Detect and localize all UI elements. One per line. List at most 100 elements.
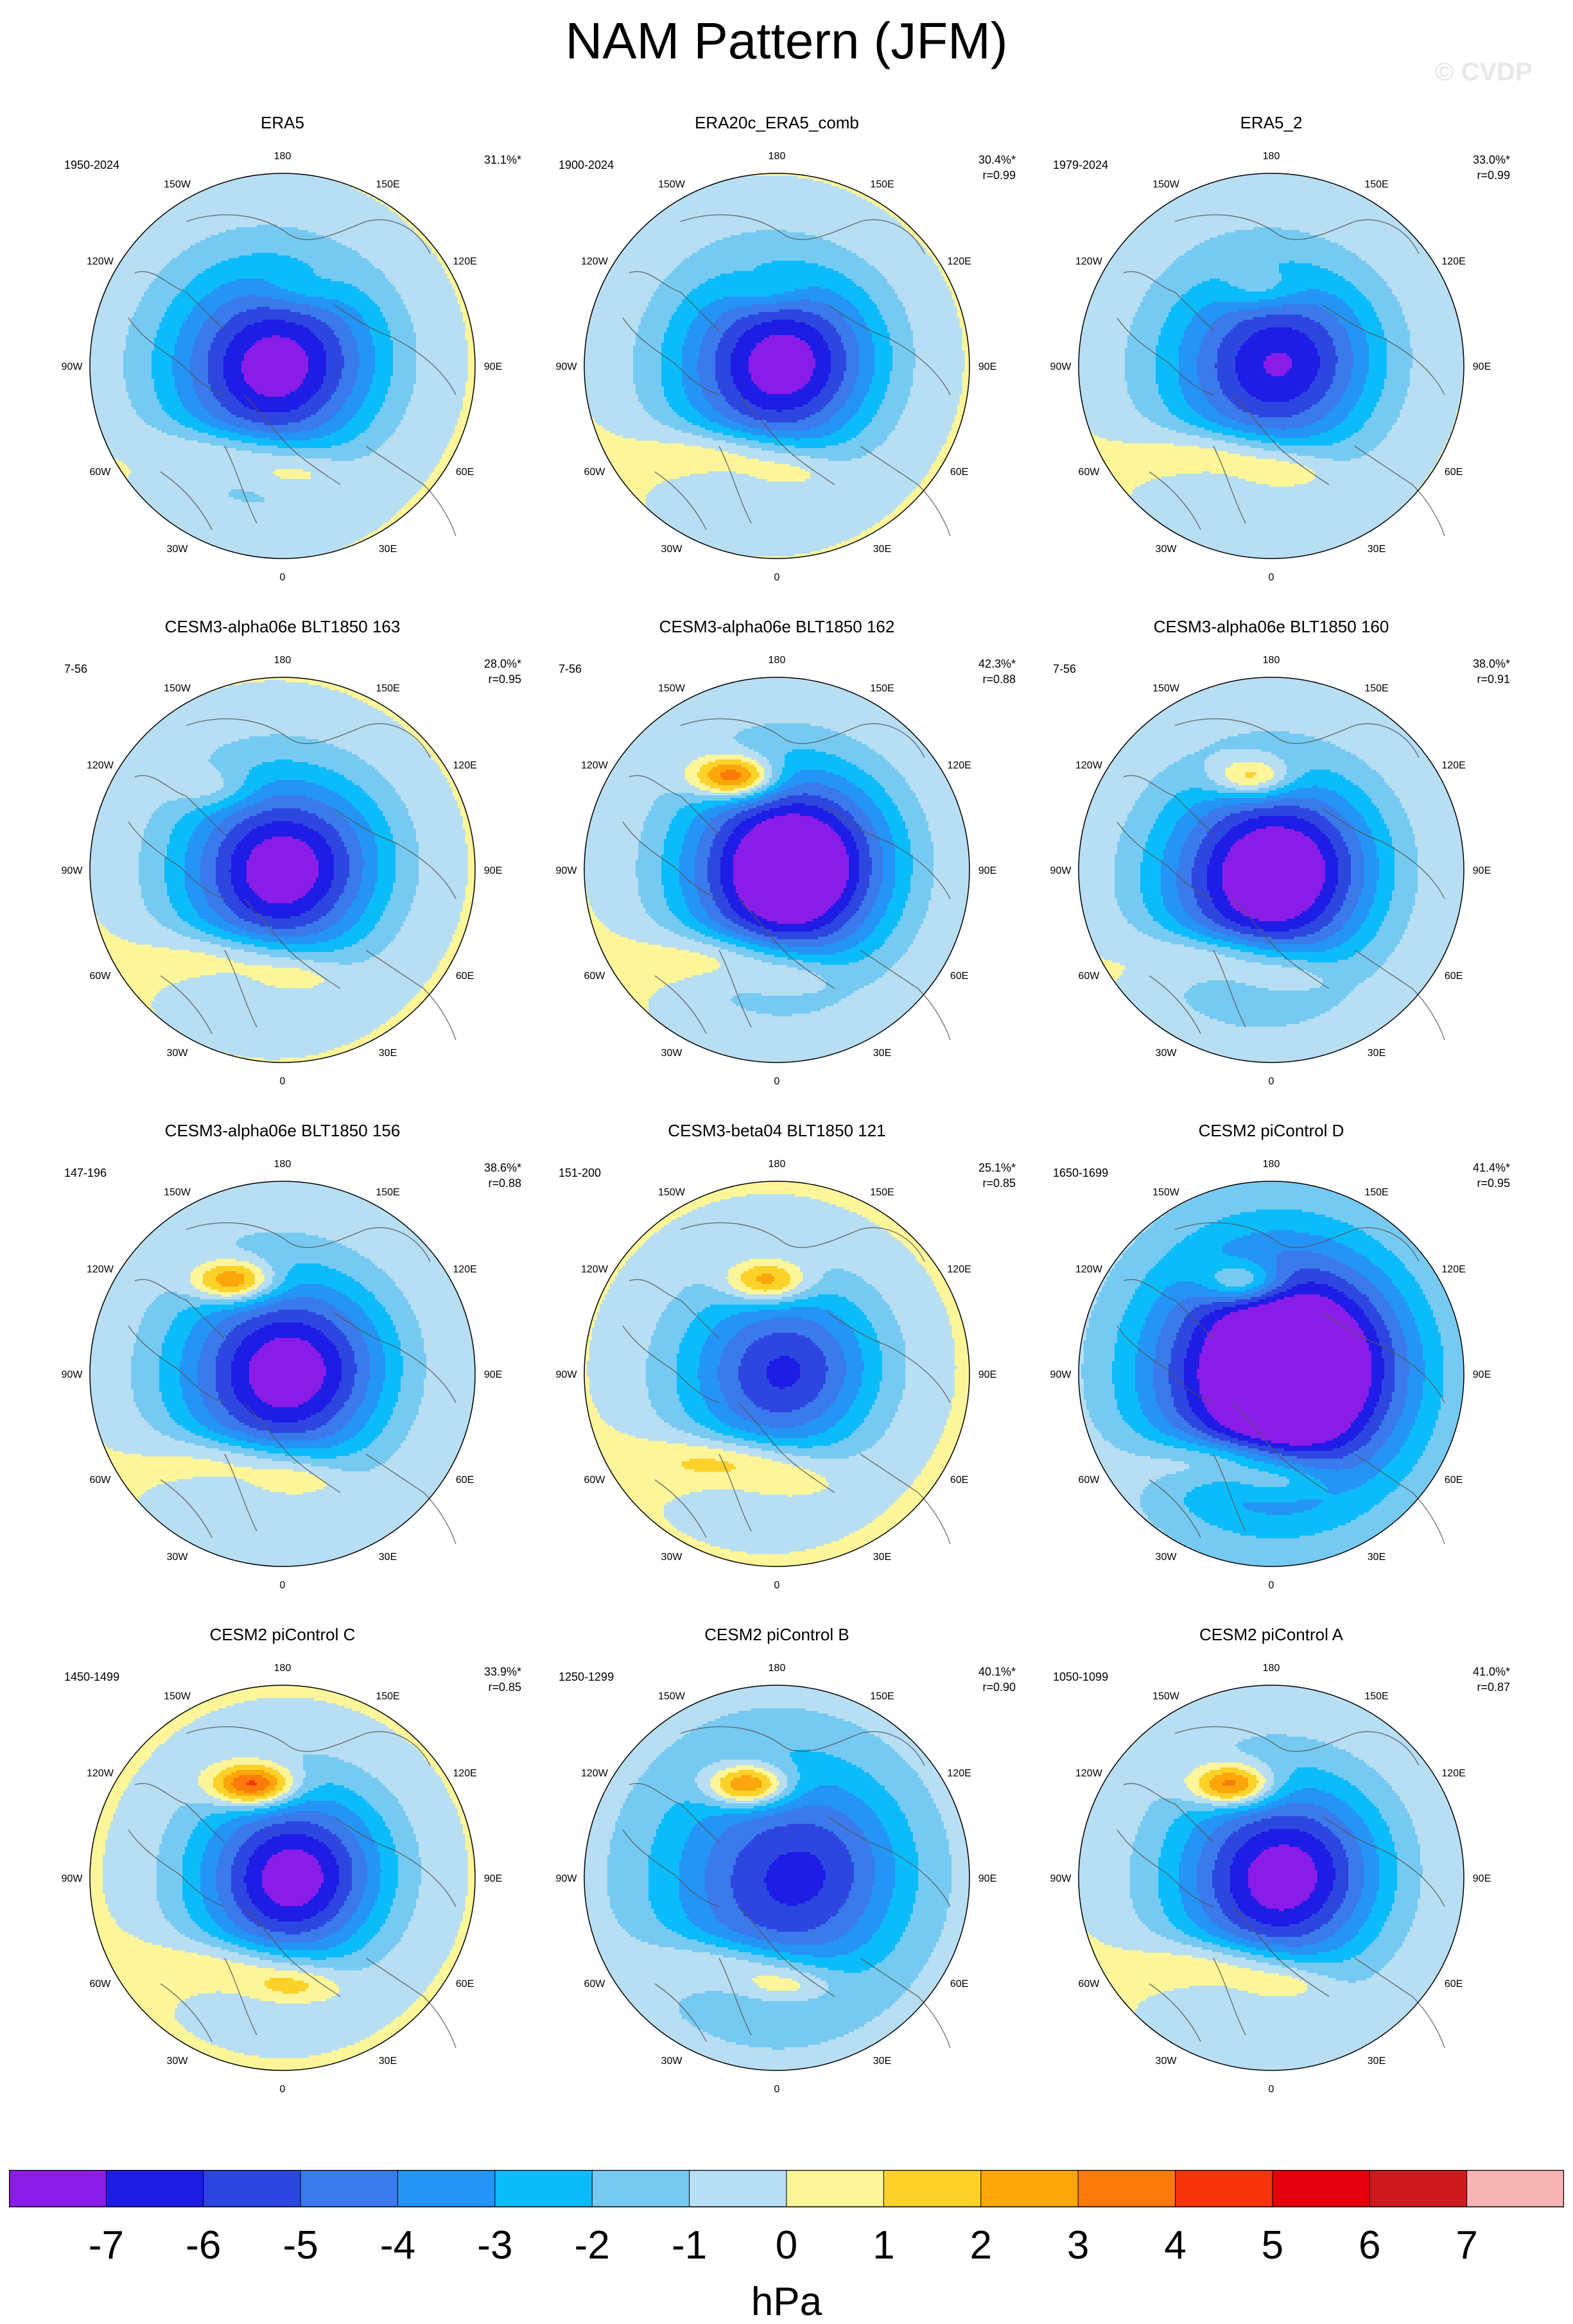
longitude-label: 180 [274,655,291,666]
colorbar-swatch [883,2170,981,2207]
longitude-label: 0 [774,1580,780,1591]
longitude-label: 30W [167,1048,189,1059]
contour-fill [90,677,475,1062]
longitude-label: 120E [947,256,971,267]
longitude-label: 90W [556,361,578,372]
contour-fill [1079,173,1464,559]
colorbar-tick-label: 2 [970,2223,992,2268]
longitude-label: 90E [1473,361,1491,372]
colorbar-swatch [1273,2170,1370,2207]
longitude-label: 180 [769,1159,786,1170]
longitude-label: 0 [1269,1580,1274,1591]
colorbar-tick-label: -6 [186,2223,221,2268]
longitude-label: 0 [1269,1076,1274,1087]
longitude-label: 150E [376,179,399,190]
contour-fill [1079,677,1464,1063]
longitude-label: 90W [1050,1873,1072,1884]
colorbar-swatch [495,2170,593,2207]
longitude-label: 0 [280,1076,286,1087]
longitude-label: 60E [950,971,968,982]
longitude-label: 90W [62,361,83,372]
longitude-label: 60E [950,1475,968,1486]
longitude-label: 150W [164,1187,191,1198]
longitude-label: 60E [456,971,474,982]
longitude-label: 90E [484,1369,502,1380]
longitude-label: 30E [1368,1552,1386,1563]
longitude-label: 120W [1075,256,1103,267]
colorbar-swatch [1369,2170,1467,2207]
longitude-label: 0 [280,2084,286,2095]
longitude-label: 30W [661,1048,683,1059]
longitude-label: 60E [1445,1979,1463,1990]
contour-fill [584,677,970,1063]
contour-fill [584,1181,969,1566]
colorbar-swatch [106,2170,204,2207]
longitude-label: 150E [376,683,399,694]
contour-fill [1079,1181,1464,1567]
longitude-label: 90W [556,1873,578,1884]
watermark-logo: © CVDP [1435,58,1533,87]
longitude-label: 30E [873,544,891,555]
longitude-label: 150W [658,179,686,190]
longitude-label: 150E [376,1691,399,1702]
colorbar-unit: hPa [0,2282,1573,2322]
colorbar-swatch [592,2170,690,2207]
longitude-label: 150W [658,1187,686,1198]
longitude-label: 0 [774,2084,780,2095]
longitude-label: 60W [584,467,605,478]
longitude-label: 60W [1078,1979,1100,1990]
longitude-label: 90E [1473,1873,1491,1884]
longitude-label: 90W [556,865,578,876]
longitude-label: 90E [978,361,996,372]
longitude-label: 90E [978,1369,996,1380]
colorbar-swatch [9,2170,107,2207]
colorbar-swatch [204,2170,301,2207]
longitude-label: 60W [1078,971,1100,982]
longitude-label: 0 [280,1580,286,1591]
longitude-label: 90W [62,1369,83,1380]
longitude-label: 150W [1152,683,1180,694]
longitude-label: 180 [769,151,786,162]
colorbar-tick-label: 6 [1359,2223,1380,2268]
longitude-label: 150W [658,1691,686,1702]
longitude-label: 120W [581,256,609,267]
colorbar-swatch [300,2170,398,2207]
contour-fill [584,1685,970,2071]
longitude-label: 120W [87,1768,114,1779]
longitude-label: 60W [89,1475,111,1486]
longitude-label: 90W [62,865,83,876]
longitude-label: 120W [87,760,114,771]
longitude-label: 120E [1441,1264,1465,1275]
longitude-label: 30W [1156,2056,1178,2067]
longitude-label: 150W [1152,179,1180,190]
longitude-label: 60E [1445,467,1463,478]
longitude-label: 60E [1445,1475,1463,1486]
longitude-label: 90E [1473,1369,1491,1380]
longitude-label: 0 [280,572,286,583]
longitude-label: 150E [870,683,894,694]
longitude-label: 90W [1050,361,1072,372]
longitude-label: 30W [1156,1048,1178,1059]
longitude-label: 90W [1050,1369,1072,1380]
longitude-label: 180 [274,1159,291,1170]
colorbar-swatch [981,2170,1079,2207]
colorbar-tick-label: 3 [1067,2223,1089,2268]
longitude-label: 180 [274,151,291,162]
longitude-label: 120E [1441,760,1465,771]
contour-fill [90,1685,475,2070]
longitude-label: 90E [1473,865,1491,876]
